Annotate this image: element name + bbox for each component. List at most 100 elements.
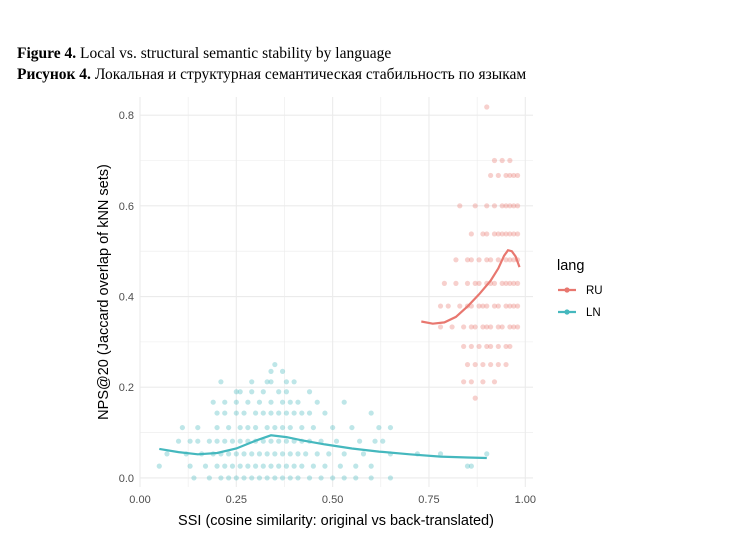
ln-point — [218, 379, 224, 385]
ru-point — [507, 257, 513, 263]
ru-point — [468, 343, 474, 350]
ln-point — [214, 410, 220, 416]
ln-point — [249, 389, 255, 395]
ln-point — [237, 438, 243, 444]
ru-point — [495, 172, 501, 179]
ru-point — [507, 303, 513, 309]
y-axis-ticks: 0.0 0.2 0.4 0.6 0.8 — [119, 110, 134, 485]
ln-point — [233, 389, 239, 395]
ru-point — [491, 280, 498, 286]
ln-point — [279, 475, 286, 481]
ln-point — [226, 424, 232, 431]
ru-point — [514, 324, 521, 330]
ln-point — [295, 399, 301, 405]
ln-point — [299, 463, 305, 469]
x-tick-label: 0.00 — [129, 494, 150, 506]
ln-point — [279, 424, 286, 431]
legend-title: lang — [557, 258, 584, 274]
ln-point — [233, 410, 239, 416]
ln-point — [249, 379, 255, 385]
ln-point — [214, 424, 220, 431]
ln-point — [222, 438, 228, 444]
ln-point — [226, 475, 232, 481]
ln-point — [291, 410, 297, 416]
ru-point — [514, 231, 521, 237]
ln-point — [299, 424, 305, 431]
y-tick-label: 0.0 — [119, 473, 134, 485]
ru-point — [503, 361, 509, 368]
ln-point — [245, 424, 251, 431]
ru-point — [514, 280, 521, 286]
ln-point — [264, 424, 270, 431]
ln-point — [295, 475, 301, 481]
ln-point — [353, 475, 359, 481]
ln-point — [376, 424, 382, 431]
ln-point — [283, 438, 290, 444]
ln-point — [310, 463, 316, 469]
ln-point — [353, 463, 359, 469]
y-tick-label: 0.2 — [119, 382, 134, 394]
ru-point — [507, 231, 513, 237]
ln-point — [314, 399, 320, 405]
ru-point — [495, 257, 501, 263]
ru-point — [511, 257, 517, 263]
ln-point — [287, 475, 293, 481]
ru-point — [491, 231, 498, 237]
ln-point — [249, 475, 255, 481]
ln-point — [299, 410, 305, 416]
ru-point — [464, 280, 471, 286]
ln-point — [237, 463, 243, 469]
ru-point — [484, 257, 490, 263]
ru-point — [472, 203, 478, 209]
ru-point — [461, 379, 467, 385]
ln-point — [256, 475, 263, 481]
ru-point — [476, 280, 482, 286]
ln-point — [306, 475, 313, 481]
ru-point — [453, 280, 459, 286]
ru-point — [495, 231, 501, 237]
ru-point — [472, 324, 478, 330]
ru-point — [491, 379, 498, 385]
ln-point — [214, 463, 220, 469]
ln-point — [202, 463, 209, 469]
caption-en-text: Local vs. structural semantic stability … — [76, 45, 392, 62]
legend-ru-label: RU — [586, 285, 603, 297]
ln-point — [279, 368, 286, 374]
legend-ru-dot — [564, 287, 570, 293]
ru-point — [488, 257, 494, 263]
ln-point — [260, 410, 266, 416]
ln-point — [333, 438, 340, 444]
ln-point — [195, 438, 201, 444]
ru-point — [507, 203, 513, 209]
ln-point — [233, 451, 239, 457]
ru-point — [488, 361, 494, 368]
ru-point — [476, 257, 482, 263]
ln-point — [368, 475, 374, 481]
ru-point — [499, 157, 505, 164]
ln-point — [276, 463, 282, 469]
ln-point — [206, 438, 212, 444]
ru-point — [464, 361, 471, 368]
ln-point — [349, 424, 355, 431]
ln-point — [341, 399, 347, 405]
ln-point — [222, 399, 228, 405]
ru-point — [480, 231, 486, 237]
figure-caption-ru: Рисунок 4. Локальная и структурная семан… — [17, 66, 526, 84]
ru-point — [449, 324, 455, 330]
ln-point — [330, 475, 336, 481]
ln-point — [222, 410, 228, 416]
ln-point — [357, 438, 363, 444]
ru-point — [507, 343, 513, 350]
ln-point — [272, 451, 278, 457]
y-tick-label: 0.8 — [119, 110, 134, 122]
ru-point — [472, 361, 478, 368]
ln-point — [233, 475, 239, 481]
ru-point — [488, 324, 494, 330]
ru-point — [503, 231, 509, 237]
ru-point — [468, 324, 474, 330]
ru-point — [468, 379, 474, 385]
ru-point — [511, 324, 517, 330]
ru-point — [488, 172, 494, 179]
y-axis-label: NPS@20 (Jaccard overlap of kNN sets) — [96, 164, 112, 420]
ru-point — [507, 157, 513, 164]
